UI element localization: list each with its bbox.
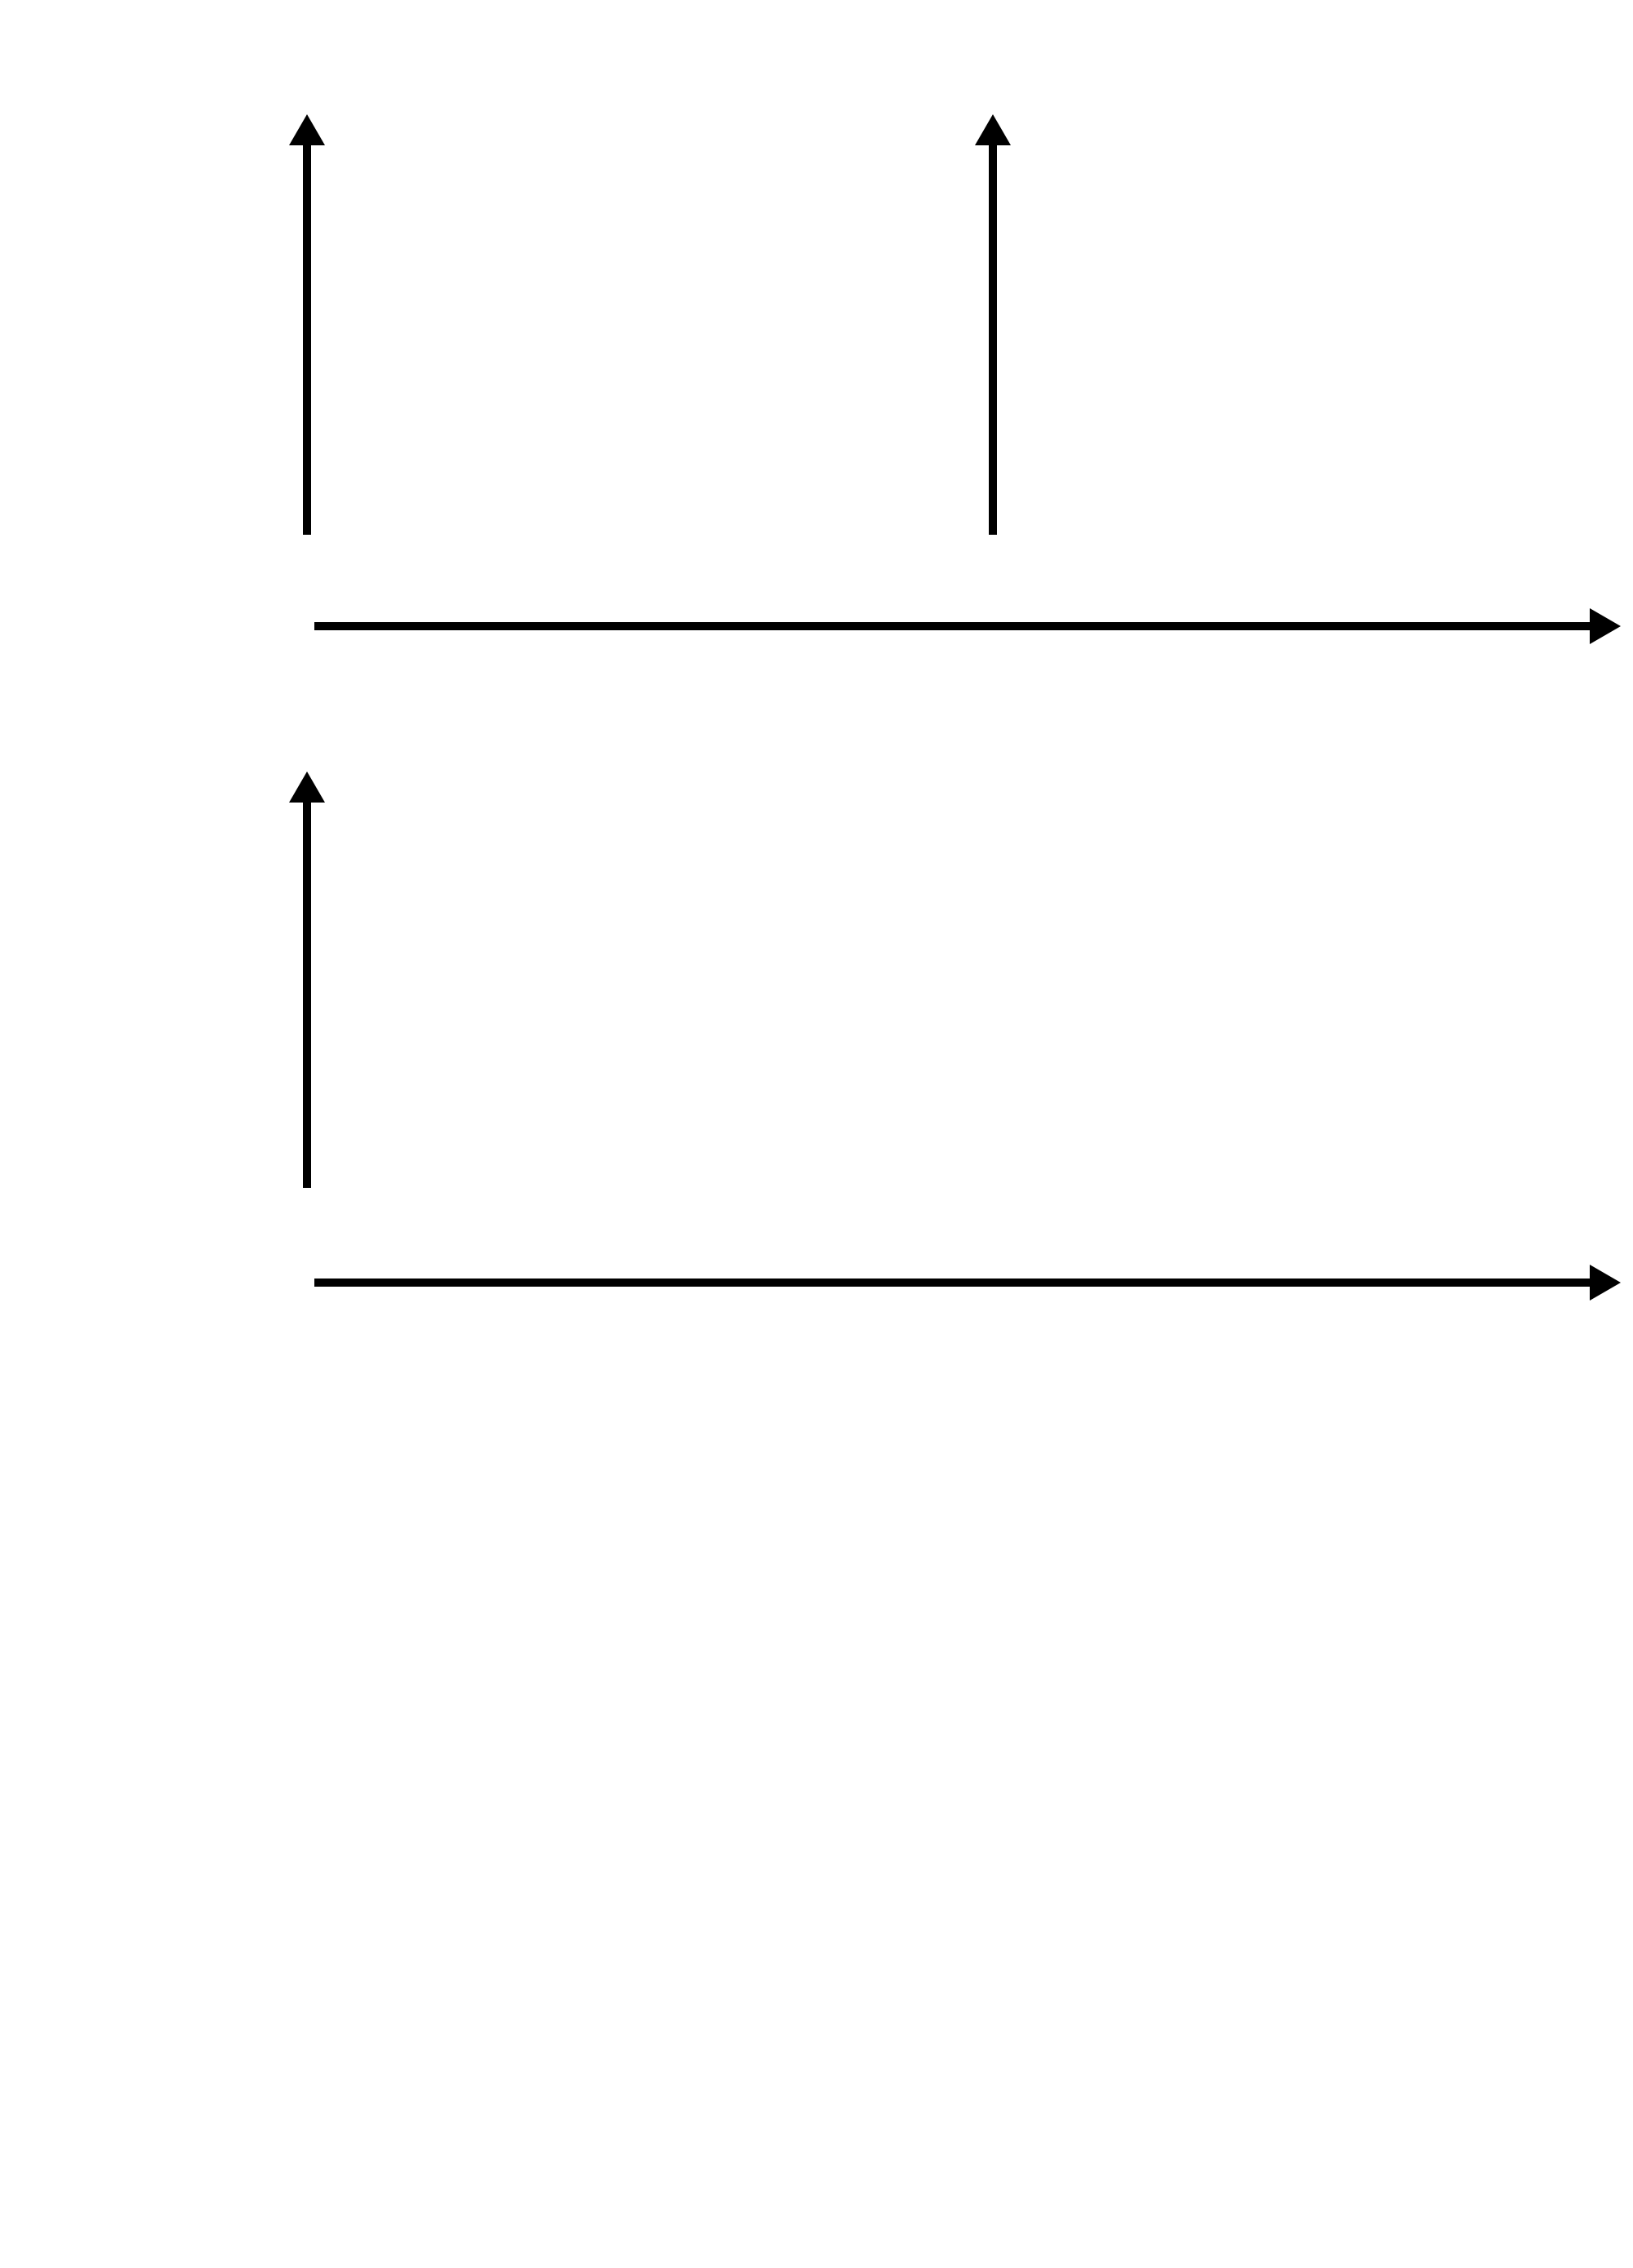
single-cells-plot-points-canvas [955,45,1600,584]
lymphocyte-plot-axes [269,45,914,584]
day0-quadrant-axes [269,706,914,1278]
lymphocyte-plot-points-canvas [269,45,914,584]
fsc-a-axis-arrow-icon [314,608,1621,644]
day14-quadrant-points-canvas [955,706,1600,1278]
bar-chart-svg [327,1510,1453,2212]
day0-quadrant-plot [269,706,914,1278]
cd3-axis-arrow-icon [314,1265,1621,1301]
lymphocyte-gate-plot [269,45,914,584]
day0-quadrant-points-canvas [269,706,914,1278]
day14-quadrant-axes [955,706,1600,1278]
single-cells-plot-axes [955,45,1600,584]
single-cells-gate-plot [955,45,1600,584]
cell-expansion-bar-chart [327,1510,1453,2212]
day14-quadrant-plot [955,706,1600,1278]
